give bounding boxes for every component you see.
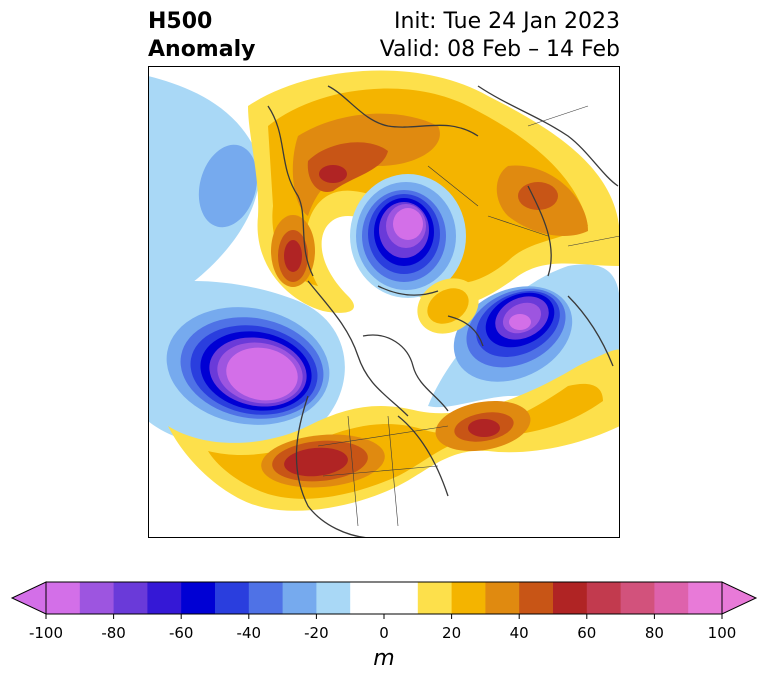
positive-anomaly-north-america: [168, 349, 620, 511]
colorbar-tick-label: -40: [236, 624, 262, 642]
variable-label: H500: [148, 9, 213, 34]
colorbar-ticks: [45, 614, 723, 619]
colorbar-segment: [248, 582, 284, 614]
colorbar-segment: [147, 582, 182, 614]
colorbar-segment: [181, 582, 216, 614]
valid-range: Valid: 08 Feb – 14 Feb: [379, 37, 620, 62]
colorbar-segment: [417, 582, 453, 614]
colorbar-segment: [586, 582, 622, 614]
colorbar-segment: [654, 582, 689, 614]
colorbar-segment: [620, 582, 655, 614]
colorbar-tick-label: 0: [379, 624, 389, 642]
anomaly-map: [148, 66, 620, 538]
init-date: Init: Tue 24 Jan 2023: [393, 9, 620, 34]
colorbar-segment: [215, 582, 250, 614]
colorbar-segment: [384, 582, 419, 614]
colorbar-tick-label: 20: [442, 624, 462, 642]
negative-anomaly-west-pacific: [148, 76, 260, 296]
colorbar-segment: [113, 582, 148, 614]
colorbar-tick-label: 100: [707, 624, 737, 642]
colorbar-min-extension: [10, 581, 47, 615]
negative-anomaly-pole: [350, 174, 466, 298]
colorbar-tick-label: 80: [644, 624, 664, 642]
colorbar-segment: [519, 582, 554, 614]
coastlines: [267, 85, 619, 538]
colorbar-tick-label: -80: [101, 624, 126, 642]
colorbar-segment: [553, 582, 588, 614]
colorbar-tick-label: -60: [168, 624, 194, 642]
colorbar-max-extension: [721, 581, 758, 615]
colorbar-segment: [46, 582, 81, 614]
colorbar-unit: m: [373, 646, 395, 671]
colorbar-segment: [350, 582, 385, 614]
colorbar-tick-label: 60: [577, 624, 597, 642]
colorbar-segments: [46, 582, 723, 614]
map-title: H500 Anomaly: [148, 8, 255, 64]
colorbar-segment: [485, 582, 520, 614]
colorbar-tick-label: 40: [509, 624, 529, 642]
colorbar-tick-label: -100: [28, 624, 64, 642]
colorbar-segment: [688, 582, 723, 614]
colorbar: [10, 581, 758, 619]
colorbar-segment: [451, 582, 486, 614]
negative-anomaly-gulf-of-alaska: [148, 281, 345, 449]
colorbar-tick-label: -20: [304, 624, 329, 642]
borders: [317, 105, 620, 527]
colorbar-segment: [282, 582, 317, 614]
colorbar-segment: [316, 582, 351, 614]
date-info: Init: Tue 24 Jan 2023 Valid: 08 Feb – 14…: [380, 8, 620, 64]
colorbar-segment: [79, 582, 115, 614]
anomaly-label: Anomaly: [148, 37, 256, 62]
